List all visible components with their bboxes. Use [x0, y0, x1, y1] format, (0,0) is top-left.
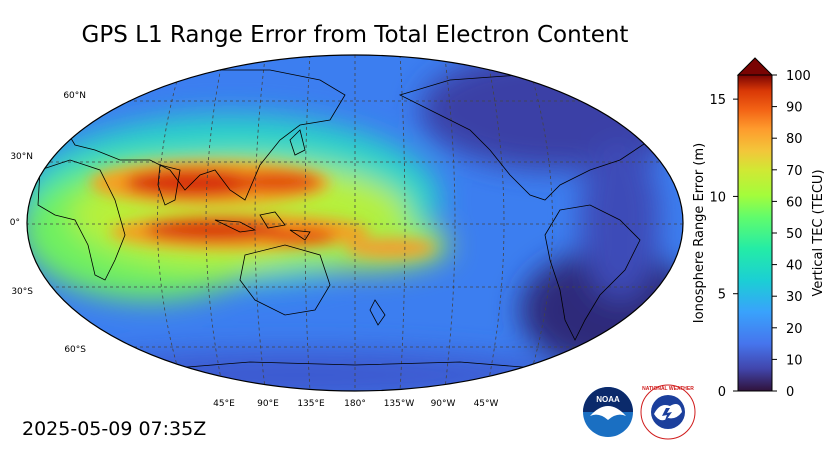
- noaa-logo: NOAA: [583, 387, 633, 437]
- colorbar-left-label: Ionosphere Range Error (m): [692, 143, 707, 323]
- lon-label-90e: 90°E: [257, 399, 279, 409]
- lon-label-135e: 135°E: [297, 399, 325, 409]
- lon-label-90w: 90°W: [431, 399, 456, 409]
- colorbar-right-axis: 0 10 20 30 40 50 60 70 80 90 100: [772, 69, 811, 400]
- colorbar-left-tick-label: 15: [709, 93, 726, 108]
- lon-label-45e: 45°E: [213, 399, 235, 409]
- lat-label-30n: 30°N: [10, 152, 33, 162]
- lon-label-180: 180°: [344, 399, 366, 409]
- colorbar-right-tick-label: 60: [786, 195, 803, 210]
- colorbar-right-tick-label: 70: [786, 164, 803, 179]
- colorbar-left-tick-label: 0: [718, 385, 726, 400]
- lon-label-135w: 135°W: [384, 399, 415, 409]
- colorbar-left-axis: 0 5 10 15: [709, 93, 738, 400]
- colorbar-right-tick-label: 90: [786, 101, 803, 116]
- colorbar-right-tick-label: 10: [786, 353, 803, 368]
- globe-outline: [26, 54, 684, 392]
- colorbar-right-tick-label: 50: [786, 227, 803, 242]
- lat-label-60s: 60°S: [64, 345, 86, 355]
- colorbar-right-tick-label: 20: [786, 322, 803, 337]
- timestamp: 2025-05-09 07:35Z: [22, 418, 207, 440]
- colorbar-ramp: [737, 74, 773, 392]
- colorbar-right-tick-label: 100: [786, 69, 811, 84]
- svg-text:NATIONAL WEATHER: NATIONAL WEATHER: [642, 386, 694, 392]
- colorbar-right-tick-label: 30: [786, 290, 803, 305]
- colorbar-left-tick-label: 5: [718, 288, 726, 303]
- svg-text:NOAA: NOAA: [596, 395, 620, 404]
- lat-label-equator: 0°: [10, 218, 20, 228]
- colorbar-right-tick-label: 40: [786, 259, 803, 274]
- lon-label-45w: 45°W: [474, 399, 499, 409]
- colorbar-right-label: Vertical TEC (TECU): [811, 169, 826, 296]
- lat-label-60n: 60°N: [63, 91, 86, 101]
- colorbar-right-tick-label: 0: [786, 385, 794, 400]
- colorbar-extend-arrow: [736, 57, 774, 76]
- colorbar-left-tick-label: 10: [709, 190, 726, 205]
- nws-logo: NATIONAL WEATHER: [640, 384, 696, 440]
- page-title: GPS L1 Range Error from Total Electron C…: [81, 22, 629, 48]
- colorbar-right-tick-label: 80: [786, 132, 803, 147]
- lat-label-30s: 30°S: [11, 287, 33, 297]
